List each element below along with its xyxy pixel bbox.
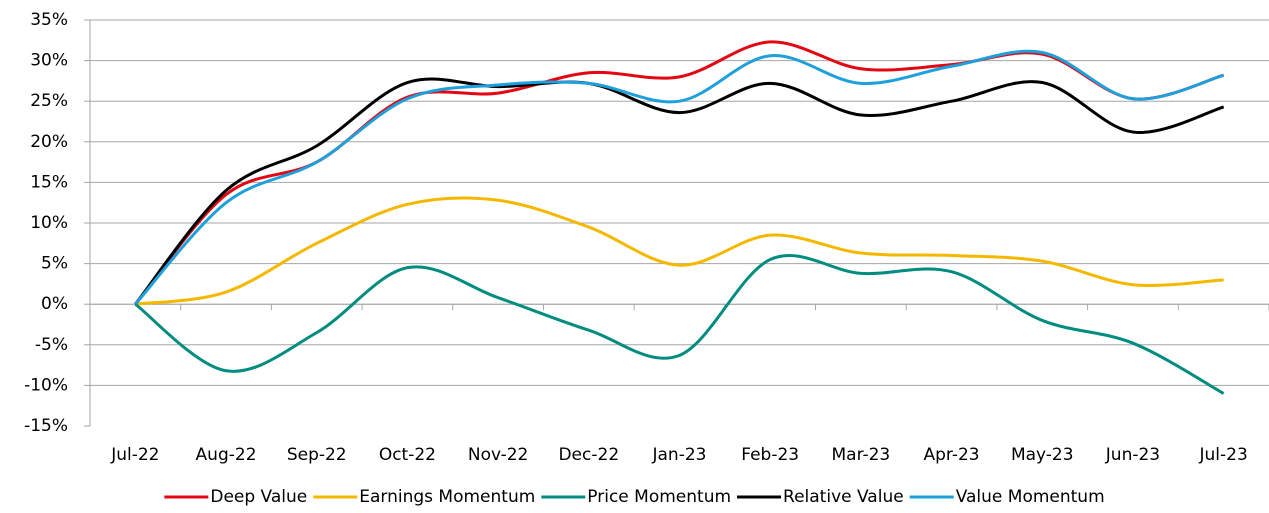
legend-label: Earnings Momentum: [359, 487, 535, 507]
x-tick-label: Nov-22: [468, 445, 529, 465]
legend-label: Deep Value: [210, 487, 307, 507]
y-tick-label: 25%: [30, 91, 68, 111]
x-tick-label: Feb-23: [741, 445, 799, 465]
legend-label: Relative Value: [783, 487, 904, 507]
y-tick-label: 15%: [30, 172, 68, 192]
x-tick-label: Jul-22: [110, 445, 159, 465]
x-tick-label: Jun-23: [1105, 445, 1160, 465]
y-tick-label: -10%: [24, 375, 68, 395]
series-line: [134, 254, 1225, 395]
x-tick-label: Dec-22: [558, 445, 619, 465]
x-tick-label: Jan-23: [652, 445, 707, 465]
x-tick-label: Jul-23: [1199, 445, 1248, 465]
x-tick-label: Aug-22: [196, 445, 257, 465]
y-tick-label: -15%: [24, 416, 68, 436]
y-tick-label: 5%: [41, 254, 68, 274]
y-tick-label: 35%: [30, 10, 68, 30]
series-line: [134, 77, 1225, 306]
series-line: [135, 196, 1224, 306]
x-tick-label: May-23: [1011, 445, 1074, 465]
y-tick-label: 30%: [30, 51, 68, 71]
series-line: [134, 49, 1225, 306]
x-tick-label: Oct-22: [379, 445, 436, 465]
y-tick-label: 0%: [41, 294, 68, 314]
legend: Deep Value Earnings Momentum Price Momentu…: [164, 487, 1105, 507]
x-tick-label: Mar-23: [832, 445, 891, 465]
legend-label: Price Momentum: [587, 487, 731, 507]
x-tick-label: Sep-22: [287, 445, 347, 465]
y-tick-label: -5%: [35, 335, 68, 355]
legend-label: Value Momentum: [956, 487, 1105, 507]
y-tick-label: 20%: [30, 132, 68, 152]
x-tick-label: Apr-23: [924, 445, 980, 465]
y-tick-label: 10%: [30, 213, 68, 233]
